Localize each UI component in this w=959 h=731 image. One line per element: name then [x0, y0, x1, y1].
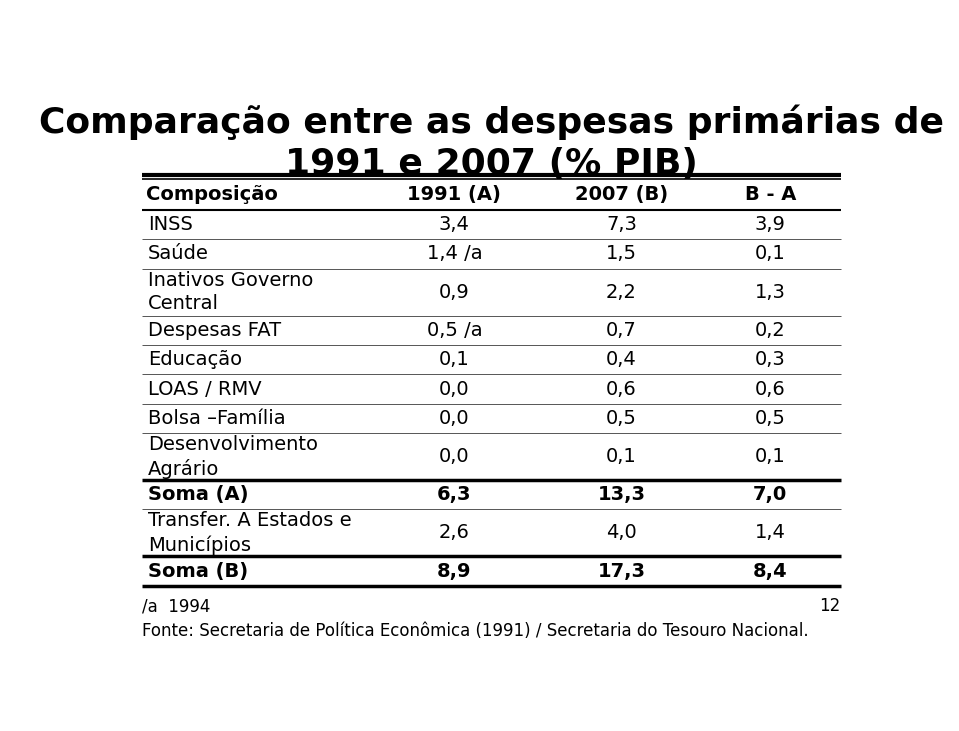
- Text: Composição: Composição: [146, 185, 278, 204]
- Text: Saúde: Saúde: [148, 244, 209, 263]
- Text: B - A: B - A: [744, 185, 796, 204]
- Text: Soma (A): Soma (A): [148, 485, 248, 504]
- Text: Soma (B): Soma (B): [148, 561, 248, 580]
- Text: 8,9: 8,9: [437, 561, 472, 580]
- Text: 1,4: 1,4: [755, 523, 785, 542]
- Text: Educação: Educação: [148, 350, 243, 369]
- Text: 0,1: 0,1: [606, 447, 637, 466]
- Text: 13,3: 13,3: [597, 485, 645, 504]
- Text: 0,1: 0,1: [439, 350, 470, 369]
- Text: Inativos Governo
Central: Inativos Governo Central: [148, 271, 314, 314]
- Text: 0,5: 0,5: [755, 409, 785, 428]
- Text: 3,4: 3,4: [439, 215, 470, 234]
- Text: 0,7: 0,7: [606, 321, 637, 340]
- Text: Comparação entre as despesas primárias de
1991 e 2007 (% PIB): Comparação entre as despesas primárias d…: [39, 105, 944, 181]
- Text: 0,3: 0,3: [755, 350, 785, 369]
- Text: 2007 (B): 2007 (B): [575, 185, 668, 204]
- Text: 0,5: 0,5: [606, 409, 637, 428]
- Text: 0,6: 0,6: [755, 379, 785, 398]
- Text: Desenvolvimento
Agrário: Desenvolvimento Agrário: [148, 435, 318, 479]
- Text: 1,4 /a: 1,4 /a: [427, 244, 482, 263]
- Text: 0,9: 0,9: [439, 283, 470, 302]
- Text: 0,0: 0,0: [439, 447, 470, 466]
- Text: 0,4: 0,4: [606, 350, 637, 369]
- Text: 2,6: 2,6: [439, 523, 470, 542]
- Text: 4,0: 4,0: [606, 523, 637, 542]
- Text: 1991 (A): 1991 (A): [408, 185, 502, 204]
- Text: 0,2: 0,2: [755, 321, 785, 340]
- Text: 0,1: 0,1: [755, 244, 785, 263]
- Text: 0,0: 0,0: [439, 379, 470, 398]
- Text: Despesas FAT: Despesas FAT: [148, 321, 281, 340]
- Text: 0,1: 0,1: [755, 447, 785, 466]
- Text: Bolsa –Família: Bolsa –Família: [148, 409, 286, 428]
- Text: 8,4: 8,4: [753, 561, 787, 580]
- Text: Fonte: Secretaria de Política Econômica (1991) / Secretaria do Tesouro Nacional.: Fonte: Secretaria de Política Econômica …: [142, 623, 808, 640]
- Text: 17,3: 17,3: [597, 561, 645, 580]
- Text: 0,5 /a: 0,5 /a: [427, 321, 482, 340]
- Text: 3,9: 3,9: [755, 215, 785, 234]
- Text: 2,2: 2,2: [606, 283, 637, 302]
- Text: 0,6: 0,6: [606, 379, 637, 398]
- Text: 1,5: 1,5: [606, 244, 637, 263]
- Text: 7,0: 7,0: [753, 485, 787, 504]
- Text: LOAS / RMV: LOAS / RMV: [148, 379, 262, 398]
- Text: 7,3: 7,3: [606, 215, 637, 234]
- Text: 6,3: 6,3: [437, 485, 472, 504]
- Text: INSS: INSS: [148, 215, 193, 234]
- Text: 1,3: 1,3: [755, 283, 785, 302]
- Text: Transfer. A Estados e
Municípios: Transfer. A Estados e Municípios: [148, 512, 352, 555]
- Text: /a  1994: /a 1994: [142, 597, 211, 615]
- Text: 0,0: 0,0: [439, 409, 470, 428]
- Text: 12: 12: [820, 597, 841, 615]
